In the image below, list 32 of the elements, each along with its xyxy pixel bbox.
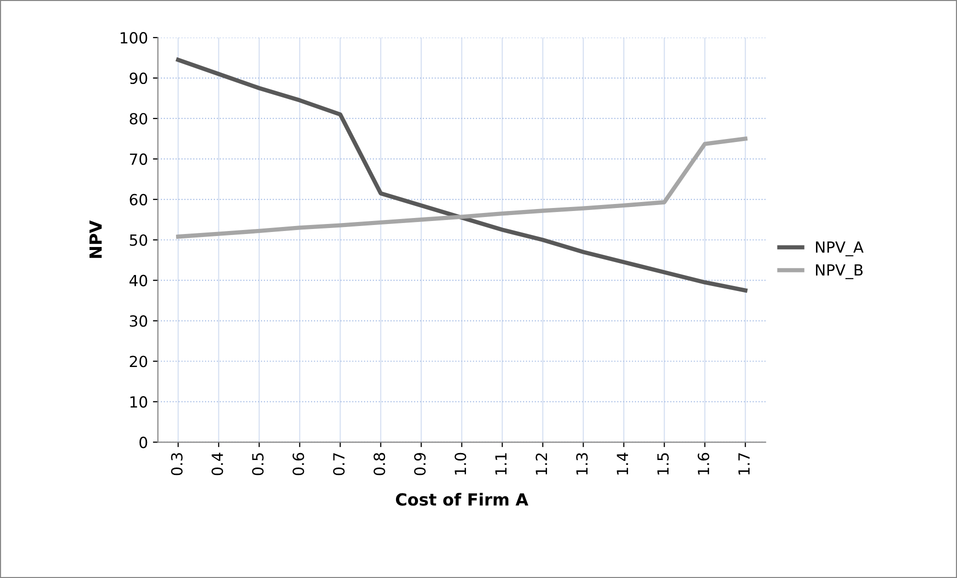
x-tick-label: 0.4 [212, 452, 224, 476]
y-axis-title: NPV [90, 220, 102, 258]
legend-label: NPV_A [816, 242, 864, 256]
x-tick-label: 0.3 [171, 453, 183, 476]
y-tick-label: 70 [130, 153, 148, 165]
y-tick-label: 10 [130, 396, 148, 408]
line-series [176, 136, 748, 239]
y-tick-label: 30 [130, 315, 148, 327]
x-tick-label: 1.4 [616, 452, 628, 475]
x-tick-label: 0.9 [414, 452, 426, 476]
y-tick-label: 50 [130, 234, 148, 246]
x-tick-label: 0.5 [252, 453, 264, 476]
y-tick-label: 60 [130, 194, 148, 206]
x-tick-label: 0.8 [374, 452, 386, 476]
x-tick-label: 1.3 [576, 453, 588, 475]
x-axis-title: Cost of Firm A [396, 492, 528, 506]
legend-label: NPV_B [816, 264, 863, 280]
y-tick-label: 90 [130, 72, 148, 84]
x-tick-label: 1.2 [536, 453, 547, 475]
y-tick-label: 100 [120, 32, 148, 44]
y-tick-label: 40 [129, 274, 148, 286]
x-tick-label: 1.0 [454, 452, 466, 475]
y-tick-label: 0 [139, 436, 148, 448]
y-tick-label: 80 [130, 112, 148, 125]
x-tick-label: 1.6 [698, 452, 710, 475]
line-series [176, 58, 748, 293]
x-tick-label: 0.7 [333, 453, 345, 476]
y-tick-label: 20 [130, 356, 148, 368]
x-tick-label: 1.7 [738, 453, 750, 475]
x-tick-label: 1.1 [495, 453, 506, 475]
x-tick-label: 1.5 [657, 453, 669, 475]
x-tick-label: 0.6 [292, 452, 304, 476]
